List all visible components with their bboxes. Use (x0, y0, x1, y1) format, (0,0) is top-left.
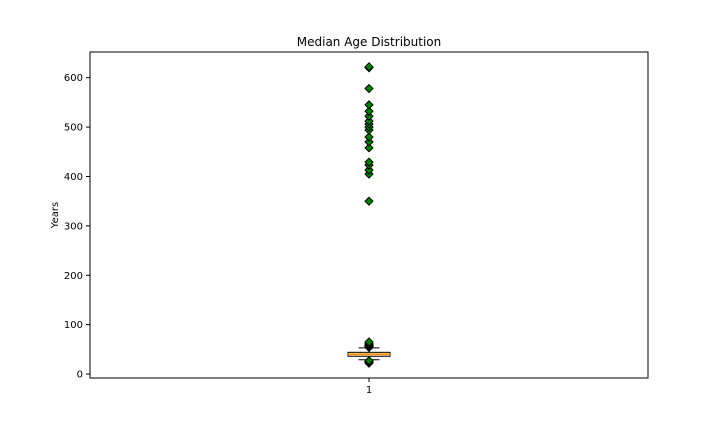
outlier-point (364, 62, 374, 72)
y-tick-label: 0 (77, 370, 83, 381)
outlier-point (364, 100, 374, 110)
outlier-point (364, 132, 374, 142)
chart-title: Median Age Distribution (297, 35, 442, 49)
outlier-point (364, 356, 374, 366)
outlier-point (364, 143, 374, 153)
y-tick-label: 500 (64, 123, 83, 134)
y-tick-label: 600 (64, 73, 83, 84)
y-tick-label: 200 (64, 271, 83, 282)
outlier-point (364, 83, 374, 94)
outlier-point (364, 157, 374, 167)
y-tick-label: 300 (64, 221, 83, 232)
outlier-point (364, 196, 374, 206)
outlier-point (364, 116, 374, 126)
y-axis-label: Years (50, 202, 61, 229)
x-tick-label: 1 (366, 385, 372, 396)
y-tick-label: 100 (64, 320, 83, 331)
outlier-point (364, 337, 374, 347)
plot-frame (89, 51, 649, 379)
outlier-point (364, 137, 374, 147)
outlier-point (364, 106, 374, 116)
outlier-point (364, 165, 374, 175)
y-tick-label: 400 (64, 172, 83, 183)
outlier-point (364, 111, 374, 121)
